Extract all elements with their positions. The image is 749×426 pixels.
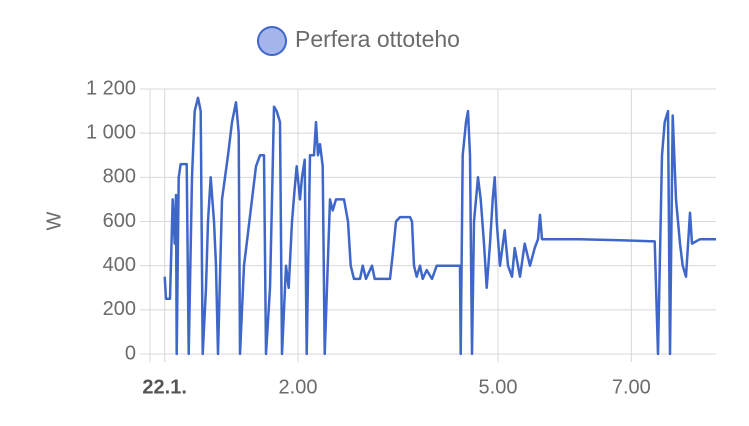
y-tick-label: 0	[125, 342, 136, 364]
y-tick-label: 200	[103, 298, 136, 320]
y-tick-label: 1 000	[86, 121, 136, 143]
y-tick-label: 400	[103, 254, 136, 276]
x-tick-label: 5.00	[479, 376, 518, 398]
y-axis-label: W	[43, 211, 65, 230]
x-tick-label: 7.00	[612, 376, 651, 398]
x-tick-label: 22.1.	[142, 376, 186, 398]
y-tick-label: 1 200	[86, 77, 136, 99]
legend-label: Perfera ottoteho	[295, 26, 460, 52]
y-tick-label: 600	[103, 210, 136, 232]
legend-swatch	[257, 26, 287, 56]
y-tick-label: 800	[103, 166, 136, 188]
series-line	[163, 96, 716, 356]
x-tick-label: 2.00	[279, 376, 318, 398]
